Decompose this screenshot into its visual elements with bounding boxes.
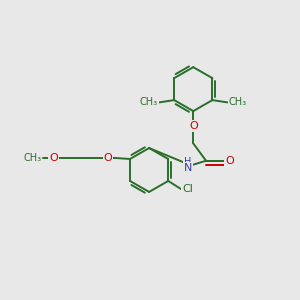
Text: CH₃: CH₃ <box>228 98 247 107</box>
Text: Cl: Cl <box>182 184 193 194</box>
Text: N: N <box>184 163 192 173</box>
Text: O: O <box>189 121 198 131</box>
Text: O: O <box>225 156 234 166</box>
Text: CH₃: CH₃ <box>24 153 42 163</box>
Text: CH₃: CH₃ <box>140 98 158 107</box>
Text: O: O <box>104 153 112 163</box>
Text: H: H <box>184 157 191 167</box>
Text: O: O <box>49 153 58 163</box>
